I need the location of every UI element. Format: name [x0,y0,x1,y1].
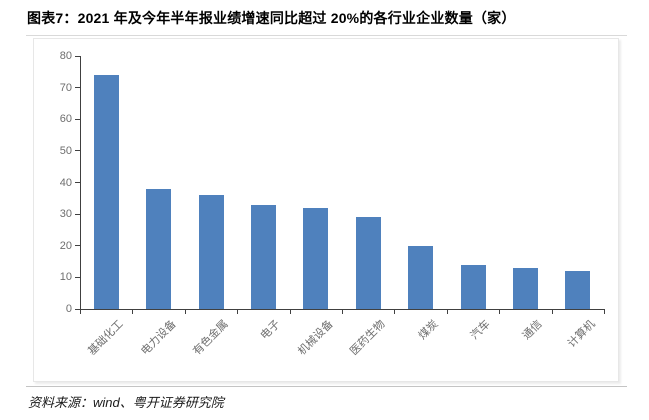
y-axis-tick [75,150,80,152]
bar [303,207,329,309]
y-axis-tick [75,182,80,183]
y-axis-tick-label: 20 [59,239,72,252]
x-axis-tick [132,310,133,314]
y-axis-tick-label: 40 [59,176,72,189]
x-axis-tick [394,310,395,314]
x-axis-tick [80,310,81,314]
y-axis-tick-label: 70 [59,81,72,94]
bar [93,74,119,309]
x-category-label: 电力设备 [138,318,179,358]
y-axis-tick [75,55,80,57]
x-category-label: 医药生物 [348,318,388,358]
y-axis-tick [75,308,80,310]
figure-title: 图表7：2021 年及今年半年报业绩增速同比超过 20%的各行业企业数量（家） [27,10,516,26]
x-axis-tick [342,310,343,314]
plot-area: 0 10 20 30 40 50 60 70 80 基础化工 电力设备 有色金属 电子 机械设备 医药生物 煤… [60,50,605,358]
x-axis-tick [604,310,605,314]
bar [512,267,538,309]
source-note: 资料来源：wind、粤开证券研究院 [28,395,224,410]
bar [250,204,276,309]
y-axis-tick [75,118,80,120]
y-axis-tick-label: 80 [59,50,72,62]
y-axis-line [80,56,81,309]
bar [146,188,172,309]
y-axis-tick [75,245,80,247]
x-category-label: 基础化工 [86,318,126,358]
y-axis-tick [75,213,80,215]
footer-divider [26,386,627,387]
x-category-label: 煤炭 [416,318,441,343]
x-category-label: 通信 [520,318,546,343]
y-axis-tick-label: 30 [59,208,72,221]
x-category-label: 计算机 [565,318,598,350]
bar [460,264,486,309]
y-axis-tick-label: 10 [59,271,72,284]
y-axis-tick [75,276,80,278]
title-divider [26,35,627,36]
x-axis-line [80,309,605,310]
y-axis-tick-label: 50 [59,144,72,157]
x-category-label: 机械设备 [295,318,336,358]
bar [198,195,224,309]
x-axis-tick [237,310,238,314]
x-category-label: 电子 [258,318,284,343]
x-axis-tick [185,310,186,314]
x-axis-tick [499,310,500,314]
x-category-label: 汽车 [468,318,493,343]
chart-panel: 0 10 20 30 40 50 60 70 80 基础化工 电力设备 有色金属 电子 机械设备 医药生物 煤… [33,38,619,382]
x-category-label: 有色金属 [191,318,231,358]
y-axis-tick [75,87,80,89]
x-axis-tick [447,310,448,314]
bar [355,217,381,309]
y-axis-tick-label: 60 [59,113,72,126]
y-axis-tick-label: 0 [65,303,72,315]
x-axis-tick [552,310,553,314]
bar [565,271,591,309]
x-axis-tick [290,310,291,314]
bar [408,245,434,309]
